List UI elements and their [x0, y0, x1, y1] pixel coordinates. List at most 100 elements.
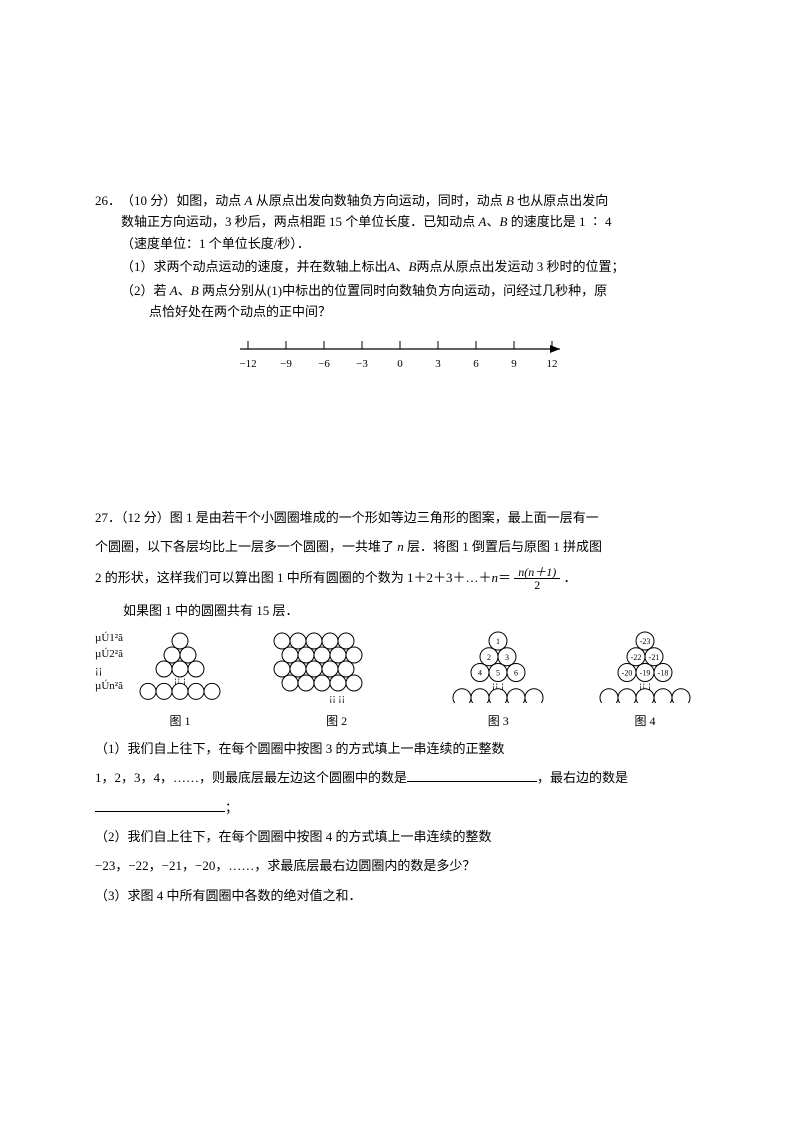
q26-line2c: 的速度比是 1 ∶ 4 [511, 214, 612, 229]
svg-text:12: 12 [547, 358, 558, 370]
svg-text:−9: −9 [280, 358, 292, 370]
q26-B1: B [506, 193, 514, 208]
q26-sub2a: （2）若 [121, 283, 167, 298]
exam-page: 26． （10 分）如图，动点 A 从原点出发向数轴负方向运动，同时，动点 B … [0, 0, 800, 1132]
svg-text:3: 3 [435, 358, 441, 370]
q27-p1b-line: 个圆圈，以下各层均比上一层多一个圆圈，一共堆了 n 层．将图 1 倒置后与原图 … [95, 536, 705, 557]
q26-sub1b: 、 [395, 259, 408, 274]
row-label-1: µÚ1²ã [95, 631, 123, 647]
fig1-block: ¡­¡­ ¡­ 图 1 [125, 631, 235, 732]
blank-2[interactable] [95, 799, 225, 812]
q27-p2a: 2 的形状，这样我们可以算出图 1 中所有圆圈的个数为 1＋2＋3＋…＋ [95, 570, 492, 585]
q26-sub2b: 、 [178, 283, 191, 298]
q27-p1a: 图 1 是由若干个小圆圈堆成的一个形如等边三角形的图案，最上面一层有一 [170, 510, 599, 525]
number-line: −12 −9 −6 −3 0 3 6 9 12 [220, 333, 580, 373]
q26-sub2: （2）若 A、B 两点分别从(1)中标出的位置同时向数轴负方向运动，问经过几秒种… [121, 280, 705, 323]
q26-sub1: （1）求两个动点运动的速度，并在数轴上标出A、B两点从原点出发运动 3 秒时的位… [121, 256, 705, 277]
q27-frac-den: 2 [514, 579, 560, 592]
svg-text:−3: −3 [356, 358, 368, 370]
q26-lead2: 从原点出发向数轴负方向运动，同时，动点 [256, 193, 503, 208]
q27-sub3: （3）求图 4 中所有圆圈中各数的绝对值之和． [95, 885, 705, 906]
svg-text:−6: −6 [318, 358, 330, 370]
q27-p2-line: 2 的形状，这样我们可以算出图 1 中所有圆圈的个数为 1＋2＋3＋…＋n＝ n… [95, 566, 705, 592]
fig2-block: ¡­¡­ ¡­¡­ 图 2 [262, 631, 412, 732]
fig4-block: -23-22-21-20-19-18¡­¡­ ¡­ 图 4 [585, 631, 705, 732]
svg-text:6: 6 [473, 358, 479, 370]
spacer [95, 397, 705, 507]
svg-text:¡­¡­ ¡­¡­: ¡­¡­ ¡­¡­ [329, 693, 345, 703]
q27-points: （12 分） [121, 510, 170, 525]
fig2-svg: ¡­¡­ ¡­¡­ [262, 631, 412, 703]
q27-sub2: （2）我们自上往下，在每个圆圈中按图 4 的方式填上一串连续的整数 [95, 826, 705, 847]
svg-text:9: 9 [511, 358, 517, 370]
row-label-dots: ¡­¡­ [95, 663, 123, 679]
fig2-label: 图 2 [262, 712, 412, 732]
q26-B4: B [191, 283, 199, 298]
svg-text:-23: -23 [640, 637, 651, 646]
question-27: 27．（12 分）图 1 是由若干个小圆圈堆成的一个形如等边三角形的图案，最上面… [95, 507, 705, 907]
q26-line2a: 数轴正方向运动，3 秒后，两点相距 15 个单位长度．已知动点 [121, 214, 475, 229]
q27-sub1b: 1，2，3，4，……，则最底层最左边这个圆圈中的数是 [95, 770, 407, 785]
question-26: 26． （10 分）如图，动点 A 从原点出发向数轴负方向运动，同时，动点 B … [95, 190, 705, 373]
q26-sub2d: 点恰好处在两个动点的正中间？ [149, 304, 331, 319]
q27-p1: 27．（12 分）图 1 是由若干个小圆圈堆成的一个形如等边三角形的图案，最上面… [95, 507, 705, 528]
fig3-block: 123456¡­¡­ ¡­ 图 3 [438, 631, 558, 732]
q27-p1c: 层．将图 1 倒置后与原图 1 拼成图 [407, 539, 602, 554]
q27-p3: 如果图 1 中的圆圈共有 15 层． [123, 600, 705, 621]
fig1-svg: ¡­¡­ ¡­ [125, 631, 235, 703]
q26-lead: 如图，动点 [176, 193, 241, 208]
q26-sub1a: （1）求两个动点运动的速度，并在数轴上标出 [121, 259, 388, 274]
q27-sub1: （1）我们自上往下，在每个圆圈中按图 3 的方式填上一串连续的正整数 [95, 738, 705, 759]
q27-sub2b: −23，−22，−21，−20，……，求最底层最右边圆圈内的数是多少？ [95, 858, 475, 873]
fig1-row-labels: µÚ1²ã µÚ2²ã ¡­¡­ µÚn²ã [95, 631, 123, 695]
q27-sub1-end: ； [95, 797, 705, 818]
fig3-label: 图 3 [438, 712, 558, 732]
q26-B2: B [500, 214, 508, 229]
q27-figures-row: µÚ1²ã µÚ2²ã ¡­¡­ µÚn²ã ¡­¡­ ¡­ 图 1 ¡­¡­ … [95, 631, 705, 732]
svg-text:4: 4 [478, 669, 482, 678]
svg-text:2: 2 [487, 653, 491, 662]
svg-text:-22: -22 [631, 653, 642, 662]
svg-text:3: 3 [505, 653, 509, 662]
q27-p1b: 个圆圈，以下各层均比上一层多一个圆圈，一共堆了 [95, 539, 394, 554]
svg-text:1: 1 [496, 637, 500, 646]
fig4-label: 图 4 [585, 712, 705, 732]
row-label-n: µÚn²ã [95, 679, 123, 695]
q27-number: 27． [95, 510, 121, 525]
q26-figure: −12 −9 −6 −3 0 3 6 9 12 [95, 333, 705, 373]
svg-text:6: 6 [514, 669, 518, 678]
q27-sub1c: ，最右边的数是 [537, 770, 628, 785]
q26-A4: A [170, 283, 178, 298]
svg-text:5: 5 [496, 669, 500, 678]
q27-sub2a: （2）我们自上往下，在每个圆圈中按图 4 的方式填上一串连续的整数 [95, 829, 492, 844]
fig3-svg: 123456¡­¡­ ¡­ [438, 631, 558, 703]
blank-1[interactable] [407, 769, 537, 782]
q27-frac-num: n(n＋1) [514, 566, 560, 580]
q27-semicolon: ； [225, 800, 238, 815]
q27-n1: n [397, 539, 404, 554]
q26-sub1c: 两点从原点出发运动 3 秒时的位置； [416, 259, 624, 274]
fig4-svg: -23-22-21-20-19-18¡­¡­ ¡­ [585, 631, 705, 703]
q27-sub1a: （1）我们自上往下，在每个圆圈中按图 3 的方式填上一串连续的正整数 [95, 741, 505, 756]
svg-text:-20: -20 [622, 669, 633, 678]
q27-equals: ＝ [498, 570, 511, 585]
q27-sub3-text: （3）求图 4 中所有圆圈中各数的绝对值之和． [95, 888, 362, 903]
q26-body: （10 分）如图，动点 A 从原点出发向数轴负方向运动，同时，动点 B 也从原点… [121, 190, 705, 323]
q27-sub2-cont: −23，−22，−21，−20，……，求最底层最右边圆圈内的数是多少？ [95, 855, 705, 876]
fig1-wrap: µÚ1²ã µÚ2²ã ¡­¡­ µÚn²ã ¡­¡­ ¡­ 图 1 [95, 631, 235, 732]
svg-text:-19: -19 [640, 669, 651, 678]
q26-line3: （速度单位：1 个单位长度/秒）． [121, 236, 310, 251]
q26-points: （10 分） [121, 193, 176, 208]
svg-text:-18: -18 [658, 669, 669, 678]
q26-line2b: 、 [486, 214, 499, 229]
svg-text:0: 0 [397, 358, 403, 370]
q26-number: 26． [95, 190, 121, 211]
svg-text:−12: −12 [239, 358, 256, 370]
q27-fraction: n(n＋1) 2 [514, 566, 560, 592]
q26-head: 26． （10 分）如图，动点 A 从原点出发向数轴负方向运动，同时，动点 B … [95, 190, 705, 323]
q26-lead3: 也从原点出发向 [517, 193, 608, 208]
q26-sub2c: 两点分别从(1)中标出的位置同时向数轴负方向运动，问经过几秒种，原 [202, 283, 607, 298]
row-label-2: µÚ2²ã [95, 647, 123, 663]
q27-sub1-cont: 1，2，3，4，……，则最底层最左边这个圆圈中的数是 ，最右边的数是 [95, 767, 705, 788]
fig1-label: 图 1 [125, 712, 235, 732]
